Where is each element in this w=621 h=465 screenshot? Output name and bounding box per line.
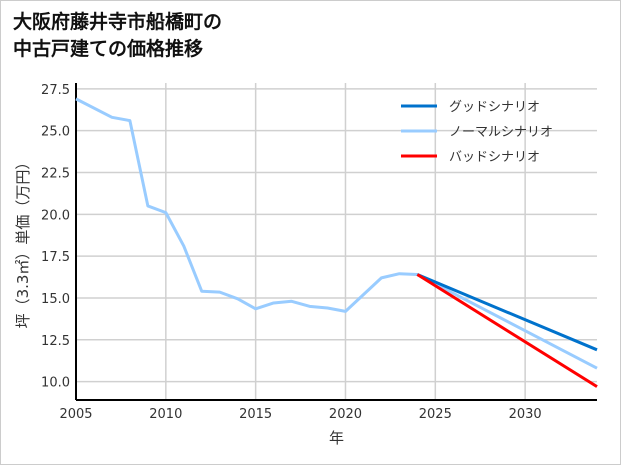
y-tick-label: 10.0 <box>41 376 70 391</box>
y-tick-label: 20.0 <box>41 208 70 223</box>
x-tick-label: 2030 <box>509 407 542 422</box>
x-axis-label: 年 <box>329 429 344 447</box>
x-tick-label: 2025 <box>419 407 452 422</box>
x-tick-label: 2015 <box>239 407 272 422</box>
legend-label: グッドシナリオ <box>449 100 540 115</box>
y-tick-label: 25.0 <box>41 125 70 140</box>
legend-label: ノーマルシナリオ <box>449 125 553 140</box>
y-tick-label: 17.5 <box>41 250 70 265</box>
chart-title: 大阪府藤井寺市船橋町の 中古戸建ての価格推移 <box>13 9 222 63</box>
y-tick-label: 27.5 <box>41 83 70 98</box>
y-tick-label: 12.5 <box>41 334 70 349</box>
x-tick-label: 2020 <box>329 407 362 422</box>
x-tick-label: 2005 <box>59 407 92 422</box>
title-line-1: 大阪府藤井寺市船橋町の <box>13 11 223 33</box>
y-axis-label: 坪（3.3㎡）単価（万円） <box>14 155 32 329</box>
x-tick-label: 2010 <box>149 407 182 422</box>
series-line-1 <box>75 97 598 370</box>
y-tick-label: 22.5 <box>41 166 70 181</box>
legend-label: バッドシナリオ <box>449 150 540 165</box>
series-line-0 <box>416 273 598 352</box>
y-tick-label: 15.0 <box>41 292 70 307</box>
series-line-2 <box>416 273 598 388</box>
title-line-2: 中古戸建ての価格推移 <box>13 38 204 60</box>
